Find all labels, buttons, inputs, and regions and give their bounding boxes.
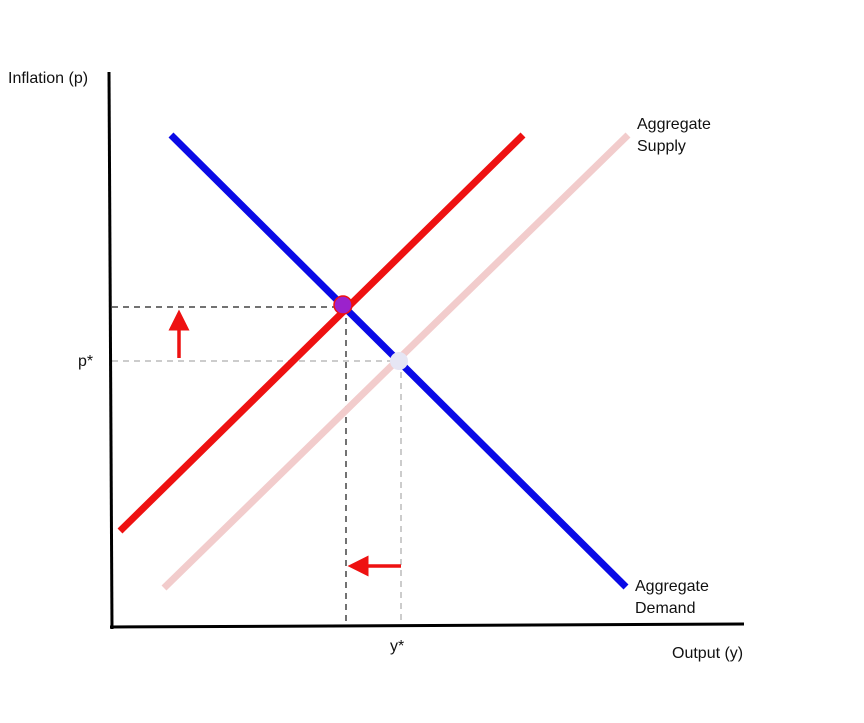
aggregate-supply-label-line2: Supply	[637, 138, 686, 155]
aggregate-demand-label-line1: Aggregate	[635, 578, 709, 595]
original-equilibrium-point	[390, 352, 408, 370]
y-axis	[107, 71, 114, 630]
y-star-label: y*	[390, 638, 404, 655]
x-axis	[109, 622, 745, 629]
p-star-label: p*	[78, 353, 93, 370]
aggregate-supply-shifted-curve	[117, 132, 526, 534]
y-axis-title: Inflation (p)	[8, 70, 88, 87]
aggregate-supply-label-line1: Aggregate	[637, 116, 711, 133]
x-axis-title: Output (y)	[672, 645, 743, 662]
aggregate-demand-label-line2: Demand	[635, 600, 695, 617]
new-equilibrium-point	[333, 295, 353, 315]
